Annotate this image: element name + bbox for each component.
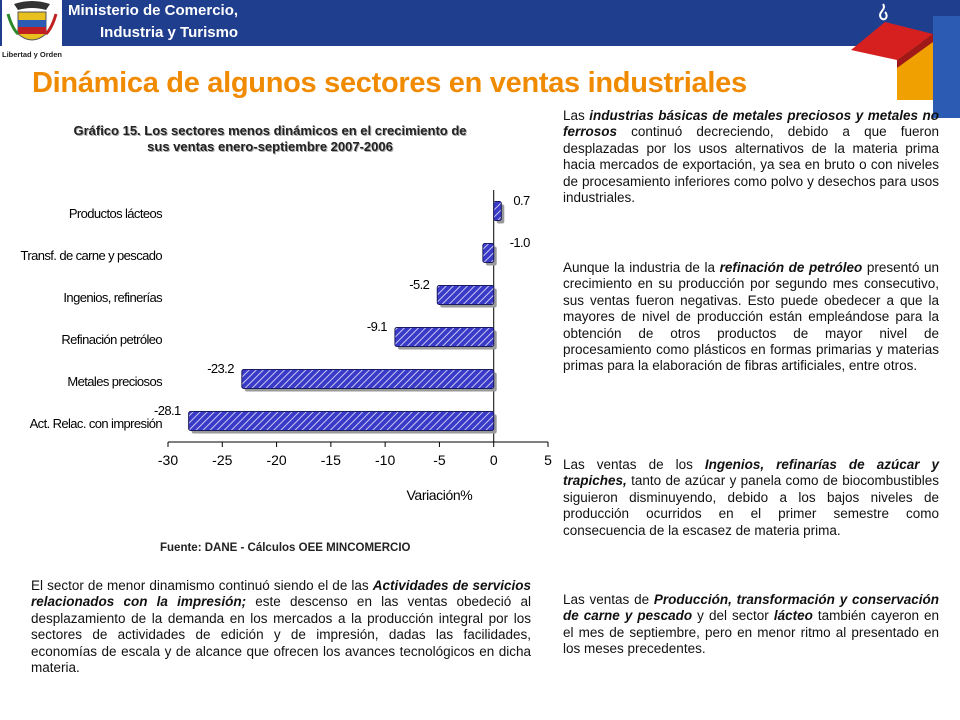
bar bbox=[482, 243, 495, 263]
para-emphasis: lácteo bbox=[773, 608, 813, 624]
para-text: presentó un crecimiento en su producción… bbox=[563, 260, 939, 374]
ministry-name-line1: Ministerio de Comercio, bbox=[68, 2, 239, 19]
value-label: -1.0 bbox=[510, 235, 530, 250]
category-label: Refinación petróleo bbox=[61, 332, 162, 347]
category-label: Metales preciosos bbox=[67, 374, 163, 389]
para-text: tanto de azúcar y panela como de biocomb… bbox=[563, 473, 939, 538]
x-tick-label: -30 bbox=[158, 452, 178, 468]
para-emphasis: refinación de petróleo bbox=[719, 260, 863, 275]
bar bbox=[241, 369, 495, 389]
category-label: Productos lácteos bbox=[69, 206, 163, 221]
paragraph-oil-refining: Aunque la industria de la refinación de … bbox=[563, 260, 939, 375]
category-label: Transf. de carne y pescado bbox=[21, 248, 163, 263]
x-tick-label: -5 bbox=[433, 452, 446, 468]
logo-motto: Libertad y Orden bbox=[2, 50, 62, 59]
category-label: Act. Relac. con impresión bbox=[30, 416, 163, 431]
bar bbox=[493, 201, 502, 221]
para-text: Aunque la industria de la bbox=[563, 260, 720, 275]
source-note: Fuente: DANE - Cálculos OEE MINCOMERCIO bbox=[160, 542, 411, 554]
chart-title-line1: Gráfico 15. Los sectores menos dinámicos… bbox=[73, 123, 467, 138]
x-tick-label: -15 bbox=[321, 452, 341, 468]
value-label: -28.1 bbox=[154, 403, 181, 418]
bar bbox=[188, 411, 495, 431]
para-emphasis: Producción, transformación y conservació… bbox=[563, 592, 940, 624]
bar bbox=[394, 327, 495, 347]
para-text: Las ventas de los bbox=[563, 457, 705, 472]
bar bbox=[436, 285, 495, 305]
para-text: continuó decreciendo, debido a que fuero… bbox=[563, 124, 939, 206]
para-text: El sector de menor dinamismo continuó si… bbox=[31, 578, 373, 593]
coat-of-arms-logo: Libertad y Orden bbox=[2, 0, 62, 64]
value-label: -23.2 bbox=[207, 361, 234, 376]
x-tick-label: -20 bbox=[266, 452, 286, 468]
para-emphasis: Ingenios, refinarías de azúcar y trapich… bbox=[563, 457, 939, 489]
x-tick-label: 0 bbox=[490, 452, 498, 468]
chart-title-line2: sus ventas enero-septiembre 2007-2006 bbox=[147, 139, 393, 154]
paragraph-metals: Las industrias básicas de metales precio… bbox=[563, 108, 939, 206]
value-label: -5.2 bbox=[409, 277, 429, 292]
paragraph-sugar-mills: Las ventas de los Ingenios, refinarías d… bbox=[563, 457, 939, 539]
paragraph-printing-sector: El sector de menor dinamismo continuó si… bbox=[31, 578, 531, 676]
ministry-name-line2: Industria y Turismo bbox=[100, 24, 239, 41]
para-text: este descenso en las ventas obedeció al … bbox=[31, 594, 531, 676]
value-label: -9.1 bbox=[367, 319, 387, 334]
para-text: y del sector bbox=[692, 608, 774, 624]
mincomercio-corner-logo bbox=[845, 0, 960, 118]
para-text: también cayeron en el mes de septiembre,… bbox=[563, 608, 940, 657]
category-label: Ingenios, refinerías bbox=[63, 290, 163, 305]
paragraph-meat-dairy: Las ventas de Producción, transformación… bbox=[563, 592, 939, 658]
header-bar bbox=[0, 0, 960, 46]
bar-chart: -30 -25 -20 -15 -10 -5 0 5 Productos lácteos 0.7 T… bbox=[21, 190, 552, 503]
x-axis-title: Variación% bbox=[407, 487, 473, 503]
para-emphasis: industrias básicas de metales preciosos … bbox=[563, 108, 939, 140]
chart-title: Gráfico 15. Los sectores menos dinámicos… bbox=[20, 123, 520, 155]
x-tick-label: -10 bbox=[375, 452, 395, 468]
para-text: Las ventas de bbox=[563, 592, 654, 607]
x-tick-label: 5 bbox=[544, 452, 552, 468]
value-label: 0.7 bbox=[513, 193, 530, 208]
para-emphasis: Actividades de servicios relacionados co… bbox=[31, 578, 531, 610]
x-tick-label: -25 bbox=[212, 452, 232, 468]
page-title: Dinámica de algunos sectores en ventas i… bbox=[32, 67, 747, 99]
para-text: Las bbox=[563, 108, 590, 123]
